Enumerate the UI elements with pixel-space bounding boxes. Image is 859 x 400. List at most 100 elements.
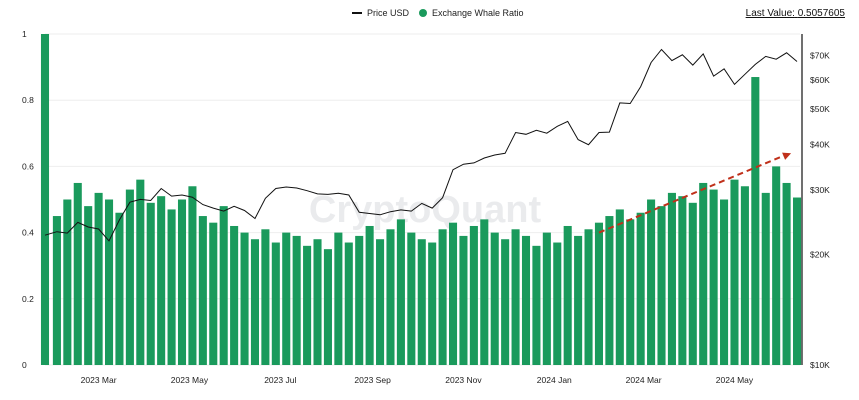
bar — [740, 186, 749, 365]
dot-swatch-icon — [419, 9, 428, 17]
bar — [167, 209, 176, 365]
bar — [615, 209, 624, 365]
bar — [73, 182, 82, 365]
bar — [761, 192, 770, 365]
left-tick-label: 0.6 — [22, 161, 34, 171]
x-tick-label: 2023 Mar — [81, 375, 117, 385]
left-tick-label: 0.2 — [22, 294, 34, 304]
bar — [303, 245, 312, 365]
bar — [177, 199, 187, 365]
bar — [469, 225, 478, 365]
legend-item-price[interactable]: Price USD — [352, 8, 409, 18]
bar — [563, 225, 572, 365]
bar — [438, 229, 447, 365]
bar — [84, 206, 93, 365]
bar — [751, 77, 760, 365]
bar — [365, 225, 374, 365]
right-tick-label: $20K — [810, 250, 830, 260]
bar — [376, 239, 385, 365]
bar — [542, 232, 551, 365]
bar — [407, 232, 416, 365]
left-tick-label: 0 — [22, 360, 27, 370]
bar — [678, 196, 687, 365]
bar — [271, 242, 280, 365]
bar — [792, 197, 802, 365]
line-swatch-icon — [352, 12, 362, 14]
price-line-group — [44, 48, 798, 242]
bar — [553, 242, 562, 365]
bar — [720, 199, 729, 365]
bar — [188, 186, 197, 365]
bar — [104, 199, 114, 365]
bar — [219, 206, 228, 365]
x-tick-label: 2024 Jan — [537, 375, 572, 385]
last-value-label: Last Value: — [745, 8, 795, 19]
right-tick-label: $50K — [810, 104, 830, 114]
bar — [626, 219, 635, 365]
bar — [501, 239, 510, 365]
legend-ratio-label: Exchange Whale Ratio — [432, 8, 524, 18]
left-tick-label: 1 — [22, 29, 27, 39]
bar — [240, 232, 249, 365]
bar — [198, 216, 207, 365]
bar — [63, 199, 72, 365]
bar — [730, 179, 739, 365]
bar — [313, 239, 322, 365]
bar — [323, 249, 332, 365]
bar — [584, 229, 593, 365]
bar — [125, 189, 134, 365]
bar — [344, 242, 353, 365]
bar — [490, 232, 499, 365]
bar — [417, 239, 426, 365]
bar — [355, 235, 364, 365]
last-value[interactable]: Last Value: 0.5057605 — [746, 8, 845, 19]
bar — [157, 196, 166, 365]
bar — [699, 182, 708, 365]
bar — [636, 212, 645, 365]
bar — [688, 202, 697, 365]
trend-arrow-line — [598, 154, 786, 234]
trend-arrowhead-icon — [782, 152, 792, 160]
x-tick-label: 2023 Jul — [264, 375, 296, 385]
right-tick-label: $60K — [810, 75, 830, 85]
legend-item-ratio[interactable]: Exchange Whale Ratio — [419, 8, 524, 18]
bar — [250, 239, 260, 365]
bar — [657, 206, 666, 365]
bar — [594, 222, 603, 365]
price-line — [44, 48, 798, 242]
right-tick-label: $40K — [810, 139, 830, 149]
bar — [532, 245, 541, 365]
x-tick-label: 2023 May — [171, 375, 209, 385]
bar — [396, 219, 405, 365]
bar — [115, 212, 124, 365]
bar — [386, 229, 395, 365]
bar — [521, 235, 531, 365]
x-tick-label: 2023 Nov — [445, 375, 482, 385]
legend-price-label: Price USD — [367, 8, 410, 18]
bar — [647, 199, 656, 365]
bar — [574, 235, 583, 365]
ratio-bars — [40, 34, 802, 365]
watermark: CryptoQuant — [309, 189, 542, 231]
bar — [94, 192, 103, 365]
left-tick-label: 0.8 — [22, 95, 34, 105]
left-tick-label: 0.4 — [22, 228, 34, 238]
bar — [782, 182, 791, 365]
bar — [230, 225, 239, 365]
bar — [667, 192, 676, 365]
bar — [605, 216, 614, 365]
right-tick-label: $70K — [810, 50, 830, 60]
x-tick-label: 2023 Sep — [354, 375, 391, 385]
x-tick-label: 2024 Mar — [626, 375, 662, 385]
bar — [334, 232, 343, 365]
last-value-number: 0.5057605 — [797, 8, 845, 19]
bar — [709, 189, 718, 365]
bar — [146, 202, 155, 365]
bar — [136, 179, 145, 365]
bar — [209, 222, 218, 365]
bar — [292, 235, 301, 365]
bar — [448, 222, 458, 365]
trend-arrow-group — [598, 152, 792, 234]
right-tick-label: $10K — [810, 360, 830, 370]
